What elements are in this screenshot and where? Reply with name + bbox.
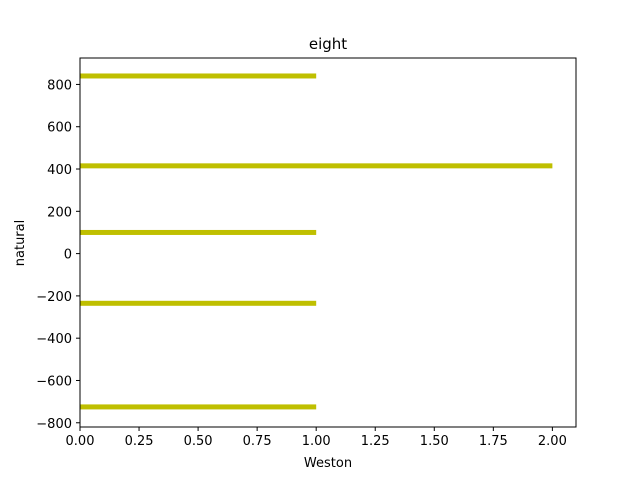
y-axis-ticks: 800 600 400 200 0 −200 −400 −600 −800 [36,78,80,432]
y-tick-label: 800 [47,78,72,93]
x-axis-label: Weston [304,456,352,471]
y-tick-label: −800 [36,417,72,432]
y-tick-label: 400 [47,163,72,178]
plot-frame [79,57,577,428]
x-tick-label: 1.25 [361,434,390,449]
bar-4 [80,404,317,410]
y-axis-label: natural [13,220,28,266]
x-tick-label: 0.00 [66,434,95,449]
chart-title: eight [309,35,347,53]
y-tick-label: 0 [64,248,72,263]
y-tick-label: 200 [47,205,72,220]
x-tick-label: 0.50 [184,434,213,449]
x-axis-ticks: 0.00 0.25 0.50 0.75 1.00 1.25 1.50 1.75 2.00 [66,427,567,449]
x-tick-label: 1.75 [479,434,508,449]
bar-1 [80,163,553,169]
bar-0 [80,73,317,79]
x-tick-label: 1.00 [302,434,331,449]
y-tick-label: −400 [36,332,72,347]
y-tick-label: −600 [36,374,72,389]
y-tick-label: 600 [47,121,72,136]
bars-layer [80,73,553,410]
x-tick-label: 0.25 [125,434,154,449]
bar-3 [80,300,317,306]
bar-2 [80,229,317,235]
x-tick-label: 0.75 [243,434,272,449]
x-tick-label: 1.50 [420,434,449,449]
y-tick-label: −200 [36,290,72,305]
x-tick-label: 2.00 [538,434,567,449]
